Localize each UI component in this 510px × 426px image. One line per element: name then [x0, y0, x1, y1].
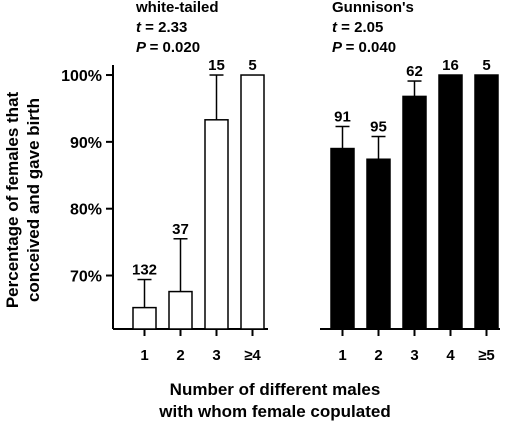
y-axis-label-line: Percentage of females that: [3, 91, 22, 308]
bar-n-label: 5: [482, 57, 490, 74]
x-tick-label: 4: [446, 347, 455, 364]
bar: [330, 147, 355, 330]
bar-n-label: 91: [334, 108, 351, 125]
x-axis-label: Number of different males with whom femal…: [158, 380, 390, 421]
bar: [402, 95, 427, 330]
x-tick-label: 1: [338, 347, 346, 364]
bar: [132, 306, 157, 330]
y-tick-label: 70%: [70, 269, 102, 286]
bar-n-label: 132: [132, 262, 157, 279]
bar-n-label: 95: [370, 119, 387, 136]
bar: [474, 74, 499, 330]
axes: 70% 80% 90% 100%: [61, 65, 500, 336]
group-stat-line: t = 2.33: [136, 19, 187, 36]
group-stat-line: P = 0.020: [136, 39, 200, 56]
bar: [438, 74, 463, 330]
x-tick-label: 3: [410, 347, 418, 364]
bar: [204, 119, 229, 330]
y-tick-label: 90%: [70, 135, 102, 152]
group-stat-line: white-tailed: [135, 0, 219, 16]
x-tick-label: 3: [212, 347, 220, 364]
group-stat-line: Gunnison's: [332, 0, 414, 16]
bar-n-label: 62: [406, 63, 423, 80]
bar-n-label: 5: [248, 57, 256, 74]
x-axis-label-line: with whom female copulated: [158, 402, 390, 421]
bar-n-label: 16: [442, 57, 459, 74]
y-axis-label-line: conceived and gave birth: [24, 98, 43, 302]
y-tick-label: 100%: [61, 68, 102, 85]
x-axis-label-line: Number of different males: [170, 380, 381, 399]
group-stat-line: t = 2.05: [332, 19, 383, 36]
bar-n-label: 37: [172, 221, 189, 238]
bars: [132, 74, 499, 330]
x-tick-label: 2: [374, 347, 382, 364]
x-tick-label: 2: [176, 347, 184, 364]
bar: [168, 290, 193, 330]
bar: [366, 158, 391, 330]
bar: [240, 74, 265, 330]
x-tick-label: ≥5: [478, 347, 495, 364]
x-tick-label: ≥4: [244, 347, 261, 364]
x-tick-label: 1: [140, 347, 148, 364]
group-stat-line: P = 0.040: [332, 39, 396, 56]
bar-n-label: 15: [208, 57, 225, 74]
y-axis-label: Percentage of females that conceived and …: [3, 91, 43, 308]
y-tick-label: 80%: [70, 202, 102, 219]
